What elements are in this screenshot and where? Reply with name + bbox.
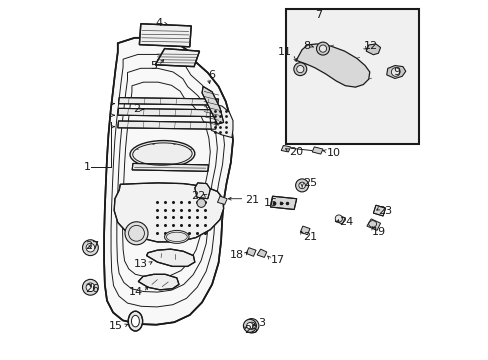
Polygon shape [138,274,179,290]
Polygon shape [366,219,380,230]
Circle shape [246,323,253,329]
Polygon shape [335,215,345,224]
Text: 2: 2 [133,104,140,114]
Circle shape [197,199,205,207]
Circle shape [293,63,306,76]
Text: 15: 15 [109,321,122,331]
Text: 9: 9 [392,67,399,77]
Circle shape [296,66,303,73]
Polygon shape [146,249,194,266]
Polygon shape [366,44,380,55]
Text: 18: 18 [229,250,244,260]
Text: 25: 25 [244,325,257,336]
Polygon shape [270,196,296,210]
Text: 19: 19 [371,227,386,237]
Polygon shape [300,226,309,235]
Circle shape [316,42,329,55]
Ellipse shape [128,311,142,331]
Text: 25: 25 [302,178,316,188]
FancyBboxPatch shape [285,9,418,144]
Circle shape [247,322,255,329]
Polygon shape [296,44,369,87]
Text: 3: 3 [258,318,264,328]
Text: 17: 17 [270,255,284,265]
Text: 26: 26 [85,284,99,294]
Polygon shape [118,108,217,117]
Text: 1: 1 [83,162,90,172]
Polygon shape [118,121,216,129]
Polygon shape [104,38,232,325]
Ellipse shape [164,230,189,243]
Polygon shape [246,248,256,256]
Text: 13: 13 [134,258,148,269]
Circle shape [86,283,95,292]
Ellipse shape [131,315,139,327]
Polygon shape [210,104,232,138]
Text: 27: 27 [85,240,100,251]
Polygon shape [132,163,208,171]
Polygon shape [373,205,385,216]
Circle shape [295,179,308,192]
Text: 12: 12 [363,41,377,51]
Ellipse shape [130,140,194,168]
Circle shape [244,319,258,333]
Text: 23: 23 [378,206,392,216]
Circle shape [335,215,342,222]
Text: 21: 21 [244,195,259,205]
Polygon shape [311,147,322,154]
Text: 16: 16 [263,198,277,208]
Text: 14: 14 [129,287,142,297]
Polygon shape [139,24,191,47]
Polygon shape [114,183,223,242]
Circle shape [82,240,98,256]
Circle shape [319,45,326,52]
Polygon shape [155,49,199,67]
Circle shape [82,279,98,295]
Text: 22: 22 [191,191,205,201]
Polygon shape [202,86,223,124]
Text: 7: 7 [314,10,321,20]
Circle shape [390,68,399,76]
Text: 20: 20 [289,147,303,157]
Circle shape [298,182,305,189]
Circle shape [243,319,256,332]
Text: 4: 4 [155,18,162,28]
Polygon shape [118,98,218,105]
Text: 24: 24 [338,217,352,228]
Polygon shape [194,183,210,199]
Text: 10: 10 [326,148,341,158]
Text: 11: 11 [278,47,291,57]
Polygon shape [281,145,290,152]
Polygon shape [257,249,266,257]
Polygon shape [386,66,405,78]
Text: 21: 21 [302,232,316,242]
Text: 6: 6 [207,70,214,80]
Text: 8: 8 [302,41,309,51]
Circle shape [125,222,148,245]
Polygon shape [217,196,227,204]
Text: 5: 5 [150,60,157,71]
Circle shape [86,243,95,252]
